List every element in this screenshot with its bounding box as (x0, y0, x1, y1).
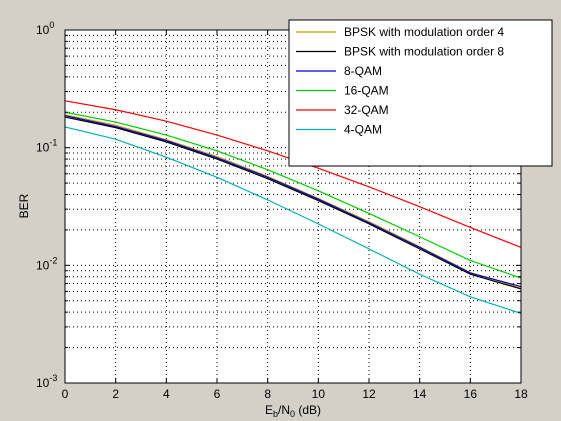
y-tick-exponent: -1 (49, 138, 57, 148)
legend-box (288, 19, 553, 167)
series-lines (64, 100, 522, 315)
y-tick-base: 10 (36, 258, 50, 272)
x-axis-label-tail: (dB) (295, 403, 321, 417)
y-tick-label: 100 (36, 20, 54, 37)
x-tick-label: 18 (514, 387, 528, 401)
legend-label: 8-QAM (344, 64, 382, 78)
y-tick-base: 10 (36, 376, 50, 390)
y-tick-base: 10 (36, 141, 50, 155)
x-axis-label-sub-b: b (273, 409, 278, 419)
series-line-16-qam (64, 111, 522, 279)
x-axis-label-sub-0: 0 (290, 409, 295, 419)
x-axis-label: Eb/N0 (dB) (265, 403, 321, 419)
legend-label: 4-QAM (344, 123, 382, 137)
series-line-4-qam (64, 126, 522, 315)
y-tick-exponent: 0 (49, 20, 54, 30)
x-axis-label-main: E (265, 403, 273, 417)
y-tick-exponent: -3 (49, 373, 57, 383)
x-tick-label: 6 (214, 387, 221, 401)
legend-label: 16-QAM (344, 84, 389, 98)
x-tick-label: 0 (62, 387, 69, 401)
series-line-bpsk-with-modulation-order-8 (64, 116, 522, 290)
y-tick-label: 10-3 (36, 373, 57, 390)
y-tick-label: 10-2 (36, 255, 57, 272)
legend: BPSK with modulation order 4 BPSK with mo… (288, 19, 553, 167)
x-tick-label: 12 (362, 387, 376, 401)
series-line-8-qam (64, 115, 522, 288)
y-axis-label: BER (17, 193, 31, 218)
y-tick-base: 10 (36, 23, 50, 37)
x-axis-label-mid: /N (278, 403, 290, 417)
legend-label: BPSK with modulation order 8 (344, 45, 504, 59)
legend-label: 32-QAM (344, 103, 389, 117)
x-tick-label: 16 (464, 387, 478, 401)
y-tick-label: 10-1 (36, 138, 57, 155)
x-tick-label: 14 (413, 387, 427, 401)
x-tick-label: 2 (112, 387, 119, 401)
x-tick-label: 8 (264, 387, 271, 401)
y-tick-exponent: -2 (49, 255, 57, 265)
x-tick-label: 10 (312, 387, 326, 401)
legend-label: BPSK with modulation order 4 (344, 25, 504, 39)
x-tick-labels: 0 2 4 6 8 10 12 14 16 18 (62, 387, 528, 401)
x-tick-label: 4 (163, 387, 170, 401)
